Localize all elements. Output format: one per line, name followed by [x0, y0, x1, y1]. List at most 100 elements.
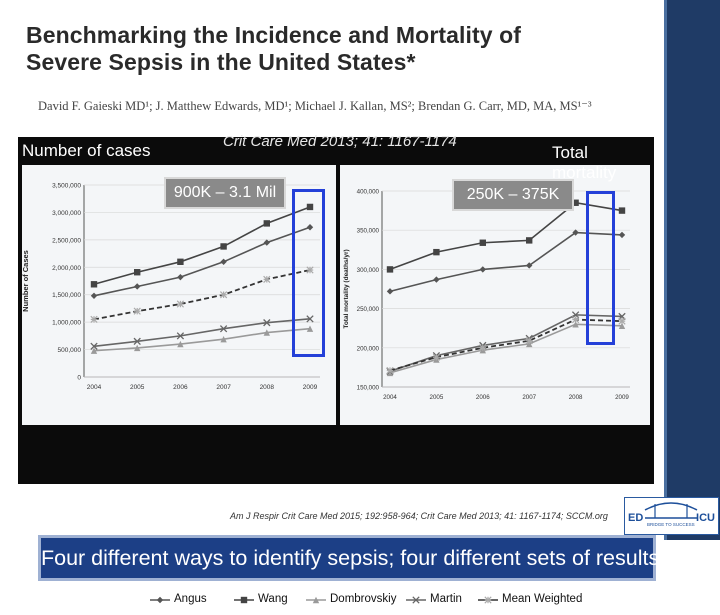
y-tick-label: 0: [77, 375, 81, 382]
data-point-dombrovskiy: [263, 329, 270, 336]
data-point-wang: [90, 281, 98, 288]
data-point-angus: [220, 258, 227, 265]
ed-icu-logo: ED ICU BRIDGE TO SUCCESS: [624, 497, 719, 535]
y-axis-label: Number of Cases: [21, 250, 30, 312]
series-line-angus: [93, 226, 311, 297]
slide-title: Benchmarking the Incidence and Mortality…: [26, 22, 521, 76]
logo-text-left: ED: [628, 512, 644, 524]
data-point-martin: [90, 342, 98, 350]
x-tick-label: 2005: [130, 384, 145, 391]
series-line-wang: [389, 201, 623, 271]
x-tick-label: 2006: [173, 384, 188, 391]
data-point-mean-weighted: [90, 315, 98, 324]
chart-panel: Number of cases Total mortality Crit Car…: [18, 133, 659, 615]
y-tick-label: 200,000: [357, 345, 380, 352]
journal-citation: Crit Care Med 2013; 41: 1167-1174: [223, 133, 457, 150]
y-tick-label: 1,500,000: [52, 292, 81, 299]
data-point-angus: [386, 288, 394, 295]
data-point-mean-weighted: [306, 266, 314, 274]
decorative-side-bar: [664, 0, 720, 540]
data-point-wang: [526, 237, 533, 244]
cases-range-callout: 900K – 3.1 Mil: [164, 177, 286, 209]
series-line-martin: [389, 314, 623, 373]
series-line-dombrovskiy: [389, 323, 623, 374]
bridge-icon: [644, 502, 698, 519]
y-axis-label: Total mortality (deaths/yr): [343, 249, 350, 328]
y-tick-label: 500,000: [58, 347, 82, 354]
logo-text-right: ICU: [696, 512, 715, 524]
title-line-2: Severe Sepsis in the United States*: [26, 49, 416, 75]
data-point-angus: [479, 266, 486, 273]
y-tick-label: 3,000,000: [52, 210, 81, 217]
series-line-wang: [93, 206, 311, 286]
data-point-dombrovskiy: [134, 344, 141, 352]
slide-header: Benchmarking the Incidence and Mortality…: [18, 12, 654, 125]
data-point-wang: [386, 266, 394, 273]
y-tick-label: 250,000: [357, 306, 380, 313]
data-point-wang: [618, 207, 626, 214]
data-point-angus: [433, 276, 440, 283]
legend-marker: [484, 596, 492, 604]
x-tick-label: 2006: [476, 394, 490, 401]
title-line-1: Benchmarking the Incidence and Mortality…: [26, 22, 522, 48]
chart-legend: Angus Wang Dombrovskiy Martin Mean Weigh…: [140, 585, 582, 615]
data-point-mean-weighted: [432, 353, 441, 361]
data-point-angus: [306, 224, 314, 231]
right-chart-header: Total mortality: [552, 143, 617, 182]
data-point-mean-weighted: [618, 317, 626, 325]
mortality-line-chart: 150,000 200,000 250,000 300,000 350,000 400,0…: [343, 189, 630, 401]
side-bar-stripe: [664, 0, 667, 540]
data-point-mean-weighted: [133, 307, 141, 315]
data-point-wang: [306, 203, 314, 211]
conclusion-banner: Four different ways to identify sepsis; …: [38, 535, 659, 581]
x-tick-label: 2008: [569, 394, 583, 401]
cases-line-chart: 0 500,000 1,000,000 1,500,000 2,000,000 2,500…: [21, 183, 320, 391]
left-chart-header: Number of cases: [22, 141, 151, 160]
y-tick-label: 2,500,000: [52, 237, 81, 244]
data-point-dombrovskiy: [220, 335, 227, 343]
legend-label-dombrovskiy: Dombrovskiy: [330, 593, 397, 605]
cases-2009-highlight: [292, 189, 325, 357]
legend-label-mean-weighted: Mean Weighted: [502, 593, 583, 605]
data-point-wang: [572, 199, 579, 206]
x-tick-label: 2005: [430, 394, 444, 401]
x-tick-label: 2008: [260, 384, 275, 391]
mortality-range-callout: 250K – 375K: [452, 179, 574, 211]
data-point-mean-weighted: [219, 291, 228, 299]
data-point-angus: [618, 231, 626, 239]
data-point-angus: [134, 283, 141, 290]
y-tick-label: 150,000: [357, 385, 380, 392]
data-point-martin: [219, 325, 228, 333]
mortality-2009-highlight: [586, 191, 615, 345]
legend-label-angus: Angus: [174, 593, 207, 605]
data-point-mean-weighted: [525, 337, 533, 345]
data-point-martin: [176, 332, 185, 340]
footer-citation: Am J Respir Crit Care Med 2015; 192:958-…: [230, 511, 608, 521]
data-point-angus: [263, 239, 270, 246]
x-tick-label: 2009: [615, 394, 629, 401]
legend-marker: [240, 596, 248, 604]
data-point-angus: [90, 292, 98, 300]
series-line-martin: [93, 318, 311, 348]
data-point-dombrovskiy: [90, 347, 98, 354]
y-tick-label: 400,000: [357, 189, 380, 196]
y-tick-label: 1,000,000: [52, 320, 81, 327]
data-point-mean-weighted: [386, 366, 394, 375]
data-point-mean-weighted: [263, 275, 271, 283]
data-point-dombrovskiy: [572, 321, 579, 328]
data-point-wang: [433, 248, 440, 256]
x-tick-label: 2004: [87, 384, 102, 391]
series-line-mean-weighted: [93, 269, 311, 321]
data-point-wang: [177, 258, 184, 265]
legend-label-martin: Martin: [430, 593, 462, 605]
data-point-wang: [263, 220, 270, 227]
data-point-angus: [177, 273, 184, 281]
x-tick-label: 2007: [522, 394, 536, 401]
data-point-wang: [220, 243, 227, 250]
series-line-angus: [389, 231, 623, 293]
data-point-wang: [479, 239, 486, 246]
author-list: David F. Gaieski MD¹; J. Matthew Edwards…: [38, 99, 592, 113]
data-point-martin: [306, 315, 314, 323]
x-tick-label: 2009: [303, 384, 318, 391]
y-tick-label: 3,500,000: [52, 183, 81, 190]
